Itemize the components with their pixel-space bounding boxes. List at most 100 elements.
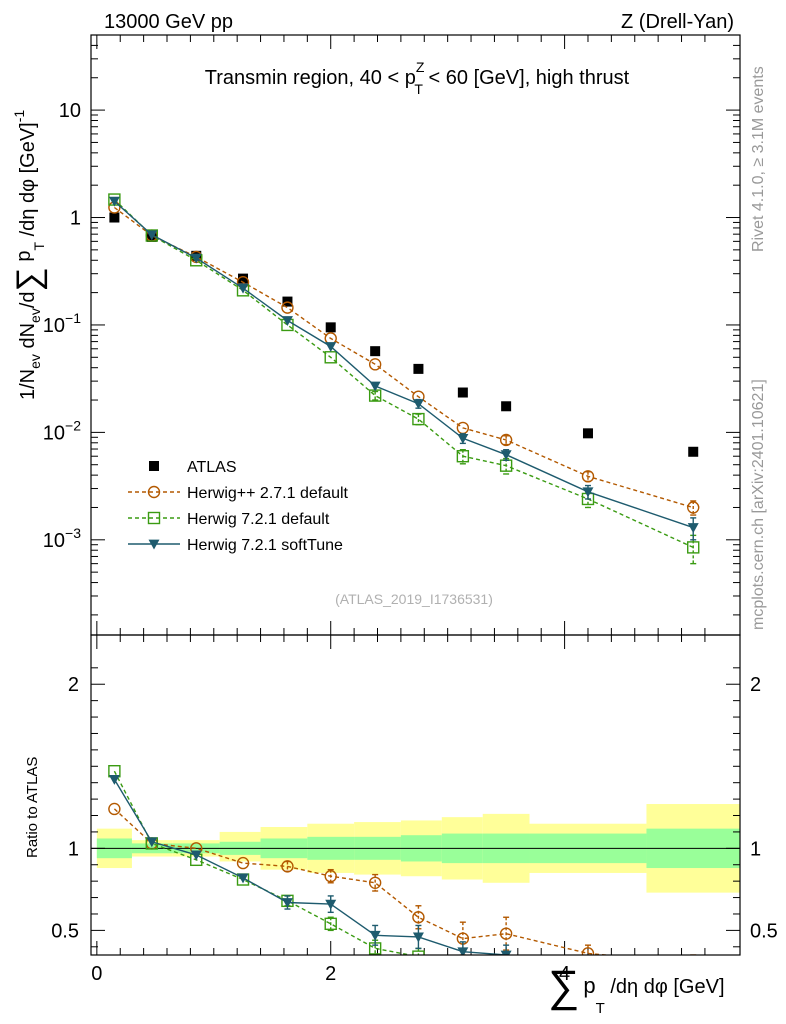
data-point — [500, 450, 512, 461]
ratio-y-tick-label-left: 0.5 — [51, 920, 79, 942]
y-tick-label: 10−3 — [43, 525, 81, 552]
data-point — [412, 412, 425, 426]
series-atlas — [109, 212, 699, 457]
data-point — [456, 450, 470, 463]
ratio-ylabel: Ratio to ATLAS — [24, 757, 41, 858]
data-point — [457, 433, 469, 444]
data-point — [281, 316, 293, 327]
series-line — [113, 779, 512, 955]
legend: ATLAS Herwig++ 2.7.1 default Herwig 7.2.1 … — [128, 459, 349, 554]
data-point — [457, 947, 469, 955]
data-point — [238, 273, 249, 284]
data-point — [281, 898, 293, 908]
ratio-y-axis: 0.5 0.5 1 1 2 2 — [51, 667, 778, 948]
data-point — [412, 399, 424, 410]
header-left: 13000 GeV pp — [104, 11, 233, 33]
main-ylabel: 1/Nev dNev/d∑ pT /dη dφ [GeV]-1 — [10, 110, 48, 400]
data-point — [687, 541, 700, 554]
data-point — [325, 342, 337, 353]
y-tick-label: 10 — [59, 100, 81, 122]
main-x-ticks — [96, 35, 706, 955]
x-tick-label: 2 — [325, 963, 336, 985]
data-point — [368, 358, 382, 371]
legend-item: Herwig 7.2.1 softTune — [128, 537, 343, 554]
legend-label: Herwig++ 2.7.1 default — [187, 485, 349, 502]
y-tick-label: 10−2 — [43, 417, 81, 444]
series-line — [113, 198, 694, 549]
series-herwig-7-2-1-softtune — [108, 196, 699, 541]
data-point — [501, 961, 512, 972]
data-point — [147, 511, 161, 525]
rivet-label: Rivet 4.1.0, ≥ 3.1M events — [750, 66, 767, 252]
series-herwig-7-2-1-default — [108, 765, 512, 975]
y-tick-label: 10−1 — [43, 310, 81, 337]
data-point — [499, 433, 513, 447]
legend-label: ATLAS — [187, 459, 237, 476]
data-point — [499, 927, 513, 940]
data-point — [582, 487, 594, 498]
x-axis-label: ∑ pT /dη dφ [GeV] — [548, 962, 725, 1017]
data-point — [108, 196, 120, 207]
data-point — [325, 322, 336, 333]
header-right: Z (Drell-Yan) — [621, 11, 734, 33]
data-point — [146, 230, 158, 241]
data-point — [582, 960, 593, 970]
data-point — [369, 381, 381, 392]
data-point — [687, 501, 700, 514]
data-point — [688, 958, 699, 969]
legend-label: Herwig 7.2.1 softTune — [187, 537, 343, 554]
legend-item: Herwig++ 2.7.1 default — [128, 485, 349, 502]
data-point — [412, 932, 424, 943]
data-point — [237, 873, 249, 884]
ratio-y-tick-label-left: 1 — [68, 838, 79, 860]
ratio-y-tick-label-left: 2 — [68, 674, 79, 696]
data-point — [370, 346, 381, 357]
data-point — [324, 917, 337, 931]
data-point — [324, 870, 337, 883]
data-point — [108, 802, 121, 816]
main-y-axis: 10−3 10−2 10−1 1 10 — [43, 34, 740, 616]
legend-item: Herwig 7.2.1 default — [128, 511, 330, 528]
ratio-y-tick-label-right: 0.5 — [750, 920, 778, 942]
series-herwig-7-2-1-softtune — [108, 775, 593, 970]
legend-label: Herwig 7.2.1 default — [187, 511, 330, 528]
data-point — [582, 428, 593, 439]
data-point — [500, 950, 512, 955]
series-line — [113, 206, 694, 509]
data-point — [457, 387, 468, 398]
data-point — [237, 283, 249, 294]
data-point — [236, 856, 250, 870]
x-tick-label: 0 — [91, 963, 102, 985]
data-point — [145, 229, 159, 242]
data-point — [108, 775, 120, 785]
data-point — [368, 876, 382, 889]
data-point — [687, 523, 699, 534]
data-point — [325, 899, 337, 910]
data-point — [369, 930, 381, 941]
data-point — [501, 401, 512, 412]
data-point — [281, 301, 294, 314]
ratio-y-tick-label-right: 1 — [750, 838, 761, 860]
series-line — [113, 770, 414, 955]
data-point — [190, 253, 202, 264]
data-point — [581, 947, 595, 955]
data-point — [581, 470, 595, 483]
data-point — [281, 860, 294, 873]
mcplots-label: mcplots.cern.ch [arXiv:2401.10621] — [750, 379, 767, 630]
data-point — [688, 446, 699, 457]
series-herwig-2-7-1-default — [108, 802, 699, 969]
data-point — [457, 964, 468, 975]
legend-item: ATLAS — [149, 459, 237, 476]
data-point — [147, 485, 161, 499]
data-point — [109, 212, 120, 223]
watermark: (ATLAS_2019_I1736531) — [335, 591, 493, 607]
series-line — [113, 200, 694, 529]
x-tick-label: 4 — [559, 963, 570, 985]
main-title: Transmin region, 40 < pZ T < 60 [GeV], hi… — [205, 59, 630, 97]
data-point — [146, 837, 158, 848]
main-panel: Transmin region, 40 < pZ T < 60 [GeV], hi… — [10, 34, 741, 955]
data-point — [412, 911, 425, 924]
data-point — [148, 539, 160, 550]
y-tick-label: 1 — [70, 208, 81, 230]
